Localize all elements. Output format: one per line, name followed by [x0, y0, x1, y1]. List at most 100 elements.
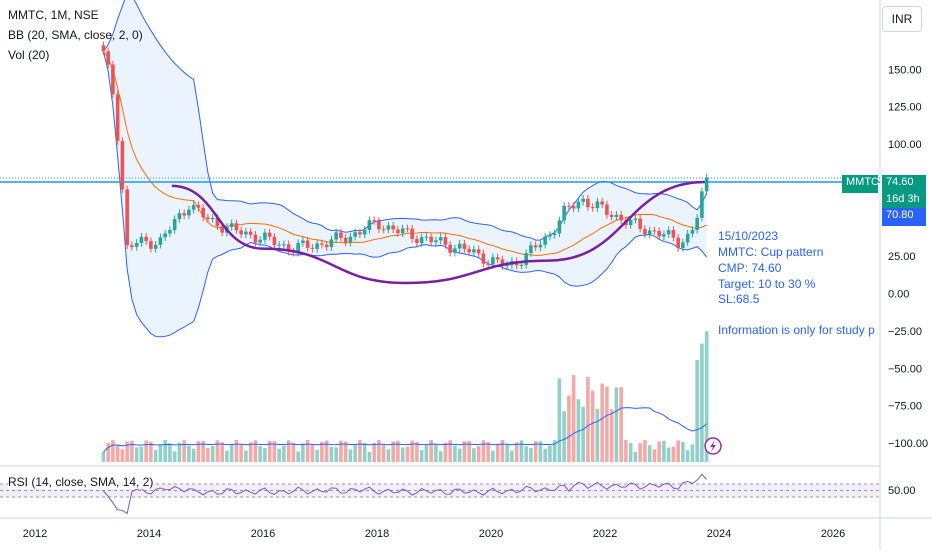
- volume-bar: [576, 399, 581, 462]
- candle: [590, 207, 595, 209]
- candle: [567, 205, 571, 207]
- volume-bar: [590, 390, 595, 462]
- bb-lower-band: [102, 51, 708, 338]
- candle: [258, 239, 262, 243]
- candle: [301, 240, 305, 244]
- candle: [410, 228, 414, 239]
- volume-bar: [120, 449, 125, 462]
- y-tick-label: 0.00: [888, 289, 909, 301]
- x-tick-label: 2024: [707, 528, 731, 540]
- volume-bar: [671, 446, 676, 462]
- y-tick-label: 25.00: [888, 251, 916, 263]
- volume-bar: [134, 447, 139, 462]
- candle: [163, 233, 167, 238]
- volume-bar: [443, 442, 448, 462]
- x-tick-label: 2014: [137, 528, 161, 540]
- volume-bar: [562, 411, 566, 462]
- legend-symbol[interactable]: MMTC, 1M, NSE: [8, 8, 99, 22]
- volume-bar: [182, 440, 186, 462]
- candle: [353, 232, 357, 237]
- volume-bar: [690, 444, 695, 462]
- volume-bar: [305, 440, 310, 462]
- y-tick-label: −25.00: [888, 326, 922, 338]
- candle: [305, 240, 310, 248]
- volume-bar: [334, 447, 338, 462]
- volume-bar: [220, 442, 224, 462]
- volume-bar: [595, 409, 600, 462]
- volume-bar: [291, 442, 296, 462]
- volume-bar: [647, 445, 652, 462]
- volume-bar: [310, 444, 315, 462]
- volume-bar: [201, 440, 205, 462]
- price-axis-panel: [880, 0, 932, 550]
- volume-bar: [548, 445, 552, 462]
- volume-bar: [657, 441, 661, 462]
- volume-bar: [272, 441, 277, 462]
- volume-bar: [434, 443, 438, 462]
- volume-bar: [263, 448, 267, 462]
- volume-bar: [377, 440, 381, 462]
- volume-ma: [103, 407, 707, 453]
- candle: [548, 234, 552, 237]
- volume-bar: [633, 451, 638, 462]
- volume-bar: [500, 440, 505, 462]
- candle: [101, 45, 106, 52]
- candle: [386, 225, 391, 230]
- legend-vol[interactable]: Vol (20): [8, 48, 50, 62]
- volume-bar: [567, 395, 571, 462]
- candle: [586, 198, 590, 208]
- volume-bar: [248, 442, 253, 462]
- volume-bar: [324, 440, 329, 462]
- candle: [676, 237, 680, 249]
- volume-bar: [115, 445, 120, 462]
- candle: [633, 218, 638, 220]
- candle: [557, 220, 562, 234]
- volume-bar: [215, 440, 220, 462]
- candle: [277, 244, 281, 246]
- candle: [391, 225, 395, 230]
- candle: [348, 236, 353, 243]
- candle: [605, 204, 609, 215]
- candle: [448, 244, 452, 253]
- candle: [229, 223, 234, 228]
- volume-bar: [386, 449, 391, 462]
- legend-rsi[interactable]: RSI (14, close, SMA, 14, 2): [8, 475, 154, 489]
- volume-bar: [372, 443, 376, 462]
- candle: [495, 257, 500, 260]
- candle: [581, 198, 585, 202]
- candle: [244, 231, 248, 235]
- candle: [538, 244, 543, 248]
- volume-bar: [704, 331, 709, 462]
- candle: [491, 257, 495, 265]
- candle: [139, 236, 144, 243]
- volume-bar: [533, 440, 538, 462]
- candle: [367, 220, 372, 230]
- x-tick-label: 2016: [251, 528, 275, 540]
- candle: [533, 245, 538, 248]
- candle: [130, 245, 134, 247]
- candle: [657, 230, 661, 237]
- y-tick-label: 125.00: [888, 102, 922, 114]
- candle: [519, 264, 524, 266]
- volume-bar: [381, 445, 386, 462]
- volume-bar: [396, 440, 400, 462]
- candle: [334, 232, 338, 240]
- candle: [571, 206, 576, 209]
- currency-button[interactable]: INR: [882, 6, 922, 32]
- volume-bar: [600, 383, 604, 462]
- legend-bb[interactable]: BB (20, SMA, close, 2, 0): [8, 28, 143, 42]
- candle: [529, 245, 533, 254]
- volume-bar: [486, 442, 490, 462]
- lightning-icon-glyph: [710, 440, 716, 452]
- volume-bar: [476, 446, 481, 462]
- candle: [377, 220, 381, 230]
- volume-bar: [586, 376, 590, 462]
- candle: [419, 237, 424, 244]
- volume-bar: [168, 443, 172, 462]
- candle: [248, 231, 253, 235]
- volume-bar: [524, 446, 528, 462]
- volume-bar: [605, 386, 609, 462]
- volume-bar: [643, 440, 647, 462]
